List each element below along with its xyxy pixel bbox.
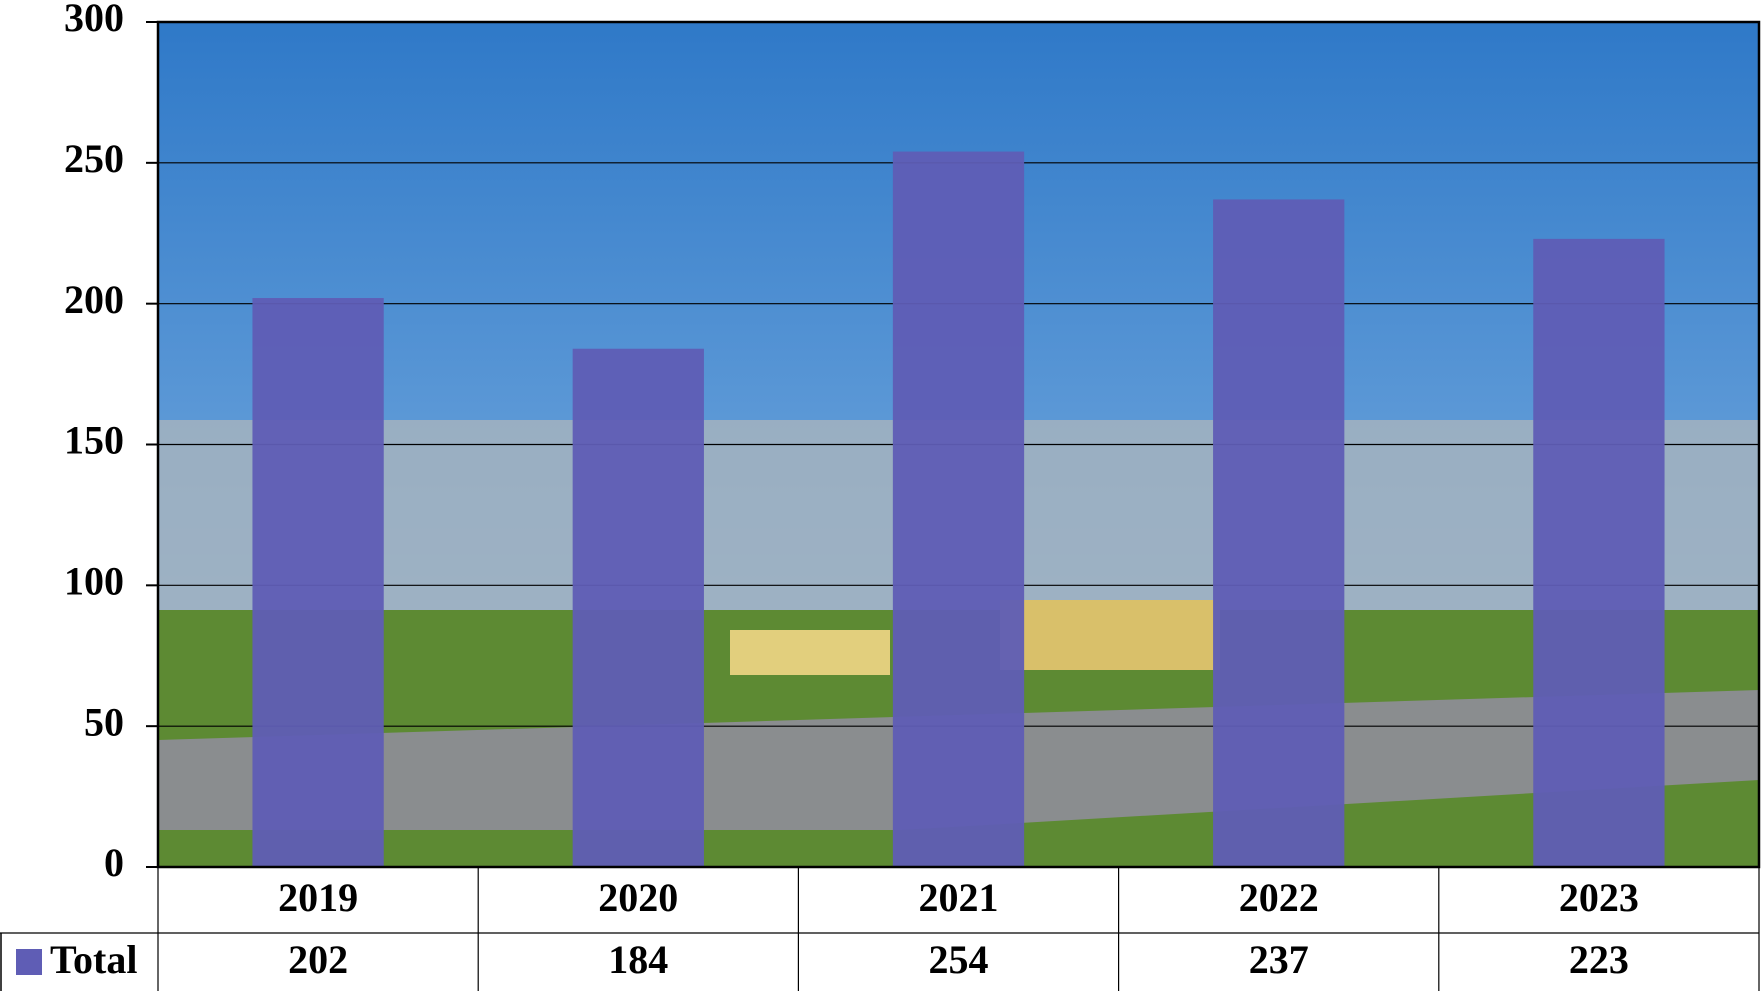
bar (1213, 199, 1345, 867)
x-tick-label: 2021 (919, 875, 999, 920)
x-tick-label: 2023 (1559, 875, 1639, 920)
plot-frame (156, 20, 1761, 869)
bar (892, 151, 1025, 868)
table-value: 254 (929, 937, 989, 982)
table-value: 202 (288, 937, 348, 982)
table-value: 237 (1249, 937, 1309, 982)
legend-label: Total (50, 937, 137, 982)
bar (252, 298, 384, 867)
y-tick-label: 250 (64, 136, 124, 181)
y-tick-label: 100 (64, 559, 124, 604)
legend-swatch (16, 949, 42, 975)
y-tick-label: 150 (64, 418, 124, 463)
table-value: 223 (1569, 937, 1629, 982)
x-tick-label: 2019 (278, 875, 358, 920)
x-tick-label: 2022 (1239, 875, 1319, 920)
table-value: 184 (608, 937, 668, 982)
y-tick-label: 50 (84, 699, 124, 744)
y-tick-label: 0 (104, 840, 124, 885)
y-tick-label: 200 (64, 277, 124, 322)
x-tick-label: 2020 (598, 875, 678, 920)
y-tick-label: 300 (64, 0, 124, 40)
bar (572, 348, 704, 867)
bar (1533, 238, 1665, 868)
